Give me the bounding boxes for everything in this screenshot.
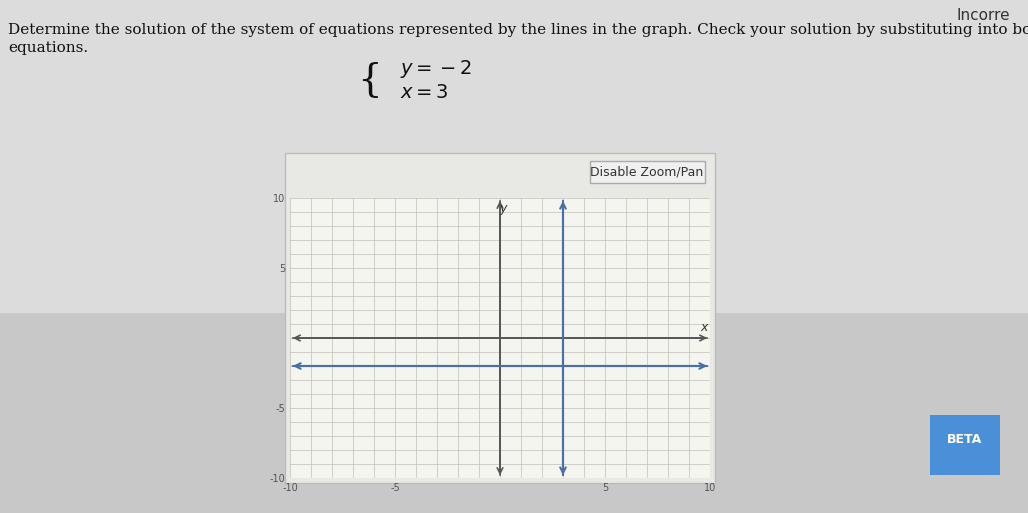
Text: Disable Zoom/Pan: Disable Zoom/Pan bbox=[590, 166, 703, 179]
Bar bbox=[930, 415, 1000, 475]
Bar bbox=[285, 153, 715, 483]
Text: y: y bbox=[500, 202, 507, 215]
Bar bbox=[0, 0, 1028, 313]
Text: BETA: BETA bbox=[948, 433, 983, 446]
Text: x: x bbox=[700, 321, 708, 334]
Bar bbox=[590, 161, 705, 183]
Text: {: { bbox=[358, 63, 382, 100]
Text: $y = -2$: $y = -2$ bbox=[400, 58, 472, 80]
Text: equations.: equations. bbox=[8, 41, 88, 55]
Text: Incorre: Incorre bbox=[956, 8, 1009, 23]
Text: $x = 3$: $x = 3$ bbox=[400, 84, 449, 102]
Text: Determine the solution of the system of equations represented by the lines in th: Determine the solution of the system of … bbox=[8, 23, 1028, 37]
